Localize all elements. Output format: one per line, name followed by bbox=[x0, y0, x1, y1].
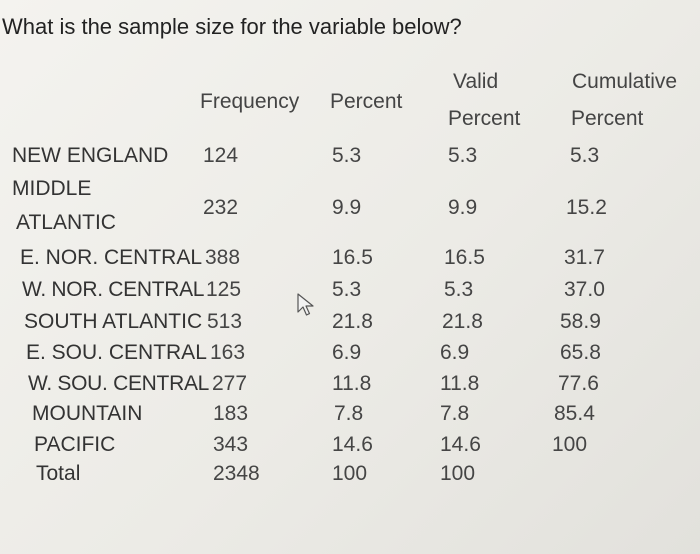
valid-percent-cell: 14.6 bbox=[440, 433, 481, 456]
header-cumulative-percent-line2: Percent bbox=[571, 107, 644, 130]
valid-percent-cell: 11.8 bbox=[440, 372, 480, 395]
category-label: NEW ENGLAND bbox=[12, 144, 169, 167]
cumulative-percent-cell: 15.2 bbox=[566, 196, 607, 219]
category-label-line1: MIDDLE bbox=[12, 177, 92, 200]
cumulative-percent-cell: 65.8 bbox=[560, 341, 601, 364]
header-valid-percent-line1: Valid bbox=[453, 70, 499, 93]
cumulative-percent-cell: 85.4 bbox=[554, 402, 595, 425]
percent-cell: 21.8 bbox=[332, 310, 373, 333]
percent-cell: 14.6 bbox=[332, 433, 373, 456]
valid-percent-cell: 5.3 bbox=[444, 278, 474, 301]
category-label: PACIFIC bbox=[34, 433, 116, 456]
valid-percent-cell: 5.3 bbox=[448, 144, 478, 167]
percent-cell: 6.9 bbox=[332, 341, 362, 364]
percent-cell: 5.3 bbox=[332, 278, 362, 301]
category-label: W. SOU. CENTRAL bbox=[28, 372, 210, 395]
frequency-cell: 2348 bbox=[213, 462, 260, 485]
header-percent: Percent bbox=[330, 90, 403, 113]
valid-percent-cell: 9.9 bbox=[448, 196, 478, 219]
frequency-cell: 513 bbox=[207, 310, 243, 333]
cumulative-percent-cell: 37.0 bbox=[564, 278, 605, 301]
header-valid-percent-line2: Percent bbox=[448, 107, 521, 130]
frequency-cell: 343 bbox=[213, 433, 249, 456]
valid-percent-cell: 16.5 bbox=[444, 246, 485, 269]
valid-percent-cell: 7.8 bbox=[440, 402, 470, 425]
frequency-cell: 232 bbox=[203, 196, 239, 219]
header-frequency: Frequency bbox=[200, 90, 300, 113]
valid-percent-cell: 100 bbox=[440, 462, 476, 485]
mouse-pointer-icon bbox=[297, 293, 314, 316]
valid-percent-cell: 6.9 bbox=[440, 341, 470, 364]
percent-cell: 11.8 bbox=[332, 372, 372, 395]
percent-cell: 100 bbox=[332, 462, 368, 485]
cumulative-percent-cell: 5.3 bbox=[570, 144, 600, 167]
category-label: MOUNTAIN bbox=[32, 402, 143, 425]
cumulative-percent-cell: 58.9 bbox=[560, 310, 601, 333]
percent-cell: 9.9 bbox=[332, 196, 362, 219]
frequency-cell: 388 bbox=[205, 246, 241, 269]
frequency-cell: 124 bbox=[203, 144, 239, 167]
cumulative-percent-cell: 77.6 bbox=[558, 372, 599, 395]
category-label: Total bbox=[36, 462, 81, 485]
percent-cell: 5.3 bbox=[332, 144, 362, 167]
percent-cell: 16.5 bbox=[332, 246, 373, 269]
category-label-line2: ATLANTIC bbox=[16, 211, 116, 234]
question-text: What is the sample size for the variable… bbox=[2, 14, 462, 39]
frequency-cell: 163 bbox=[210, 341, 246, 364]
percent-cell: 7.8 bbox=[334, 402, 364, 425]
cumulative-percent-cell: 100 bbox=[552, 433, 588, 456]
category-label: E. SOU. CENTRAL bbox=[26, 341, 207, 364]
frequency-cell: 125 bbox=[206, 278, 242, 301]
category-label: W. NOR. CENTRAL bbox=[22, 278, 205, 301]
header-cumulative-percent-line1: Cumulative bbox=[572, 70, 678, 93]
frequency-cell: 183 bbox=[213, 402, 249, 425]
category-label: SOUTH ATLANTIC bbox=[24, 310, 203, 333]
frequency-cell: 277 bbox=[212, 372, 248, 395]
cumulative-percent-cell: 31.7 bbox=[564, 246, 605, 269]
category-label: E. NOR. CENTRAL bbox=[20, 246, 203, 269]
valid-percent-cell: 21.8 bbox=[442, 310, 483, 333]
